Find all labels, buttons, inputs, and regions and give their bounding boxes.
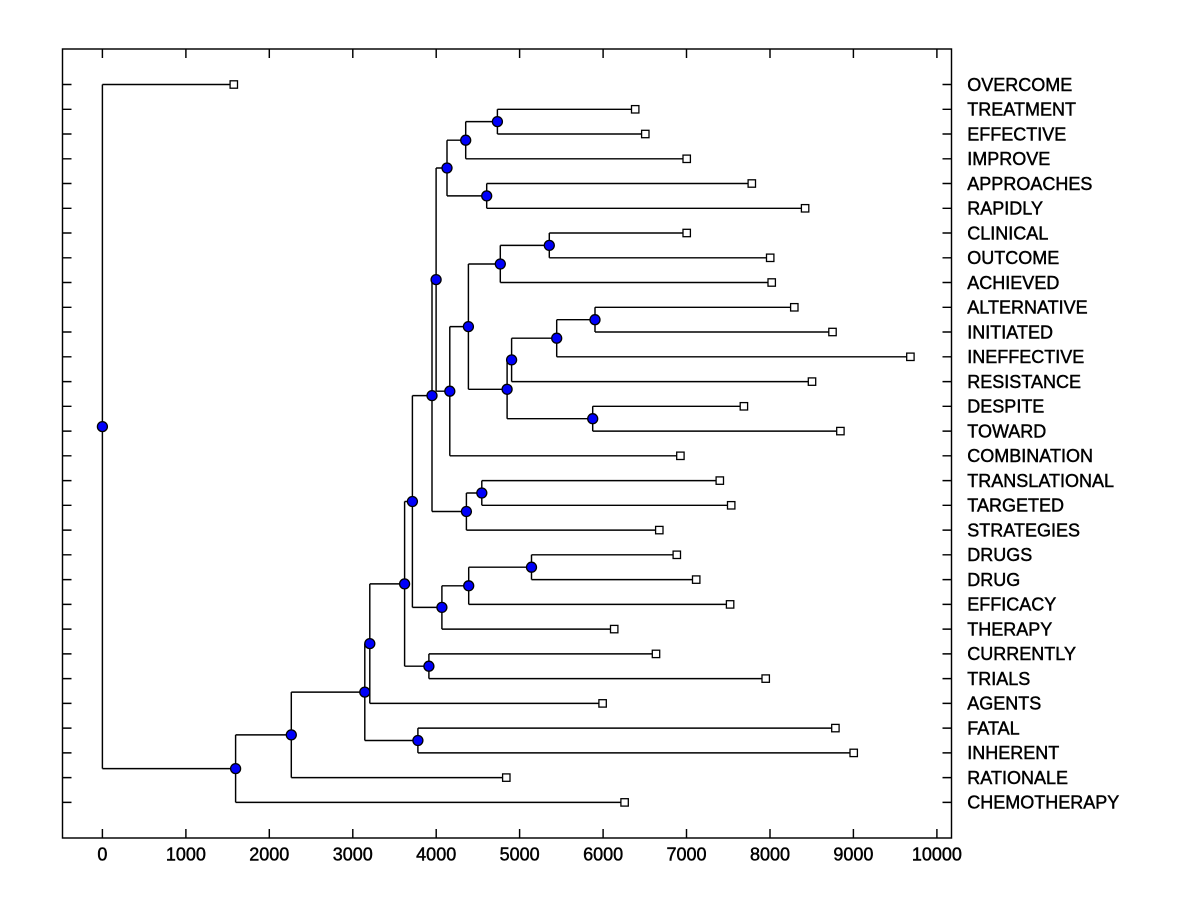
svg-text:OVERCOME: OVERCOME bbox=[967, 75, 1072, 95]
svg-text:5000: 5000 bbox=[500, 845, 540, 865]
svg-text:7000: 7000 bbox=[666, 845, 706, 865]
svg-text:TREATMENT: TREATMENT bbox=[967, 100, 1076, 120]
svg-text:DRUG: DRUG bbox=[967, 570, 1020, 590]
svg-text:TOWARD: TOWARD bbox=[967, 421, 1046, 441]
svg-text:STRATEGIES: STRATEGIES bbox=[967, 520, 1080, 540]
svg-text:10000: 10000 bbox=[912, 845, 962, 865]
svg-text:4000: 4000 bbox=[416, 845, 456, 865]
svg-text:2000: 2000 bbox=[249, 845, 289, 865]
svg-text:TARGETED: TARGETED bbox=[967, 496, 1064, 516]
svg-text:TRIALS: TRIALS bbox=[967, 669, 1030, 689]
svg-text:6000: 6000 bbox=[583, 845, 623, 865]
svg-text:TRANSLATIONAL: TRANSLATIONAL bbox=[967, 471, 1114, 491]
svg-text:INHERENT: INHERENT bbox=[967, 743, 1059, 763]
svg-text:9000: 9000 bbox=[833, 845, 873, 865]
svg-text:RAPIDLY: RAPIDLY bbox=[967, 199, 1043, 219]
svg-text:0: 0 bbox=[97, 845, 107, 865]
svg-text:COMBINATION: COMBINATION bbox=[967, 446, 1093, 466]
svg-text:EFFICACY: EFFICACY bbox=[967, 595, 1056, 615]
svg-text:INITIATED: INITIATED bbox=[967, 322, 1053, 342]
svg-text:CHEMOTHERAPY: CHEMOTHERAPY bbox=[967, 793, 1119, 813]
svg-text:3000: 3000 bbox=[333, 845, 373, 865]
svg-text:EFFECTIVE: EFFECTIVE bbox=[967, 124, 1066, 144]
svg-text:ALTERNATIVE: ALTERNATIVE bbox=[967, 298, 1087, 318]
svg-text:AGENTS: AGENTS bbox=[967, 694, 1041, 714]
svg-text:OUTCOME: OUTCOME bbox=[967, 248, 1059, 268]
svg-text:8000: 8000 bbox=[750, 845, 790, 865]
svg-text:RESISTANCE: RESISTANCE bbox=[967, 372, 1081, 392]
svg-text:CURRENTLY: CURRENTLY bbox=[967, 644, 1076, 664]
svg-text:DESPITE: DESPITE bbox=[967, 397, 1044, 417]
svg-text:1000: 1000 bbox=[166, 845, 206, 865]
svg-text:THERAPY: THERAPY bbox=[967, 619, 1052, 639]
svg-text:ACHIEVED: ACHIEVED bbox=[967, 273, 1059, 293]
svg-text:DRUGS: DRUGS bbox=[967, 545, 1032, 565]
svg-text:APPROACHES: APPROACHES bbox=[967, 174, 1092, 194]
svg-text:INEFFECTIVE: INEFFECTIVE bbox=[967, 347, 1084, 367]
svg-text:FATAL: FATAL bbox=[967, 718, 1019, 738]
svg-text:RATIONALE: RATIONALE bbox=[967, 768, 1068, 788]
svg-text:CLINICAL: CLINICAL bbox=[967, 223, 1048, 243]
svg-text:IMPROVE: IMPROVE bbox=[967, 149, 1050, 169]
